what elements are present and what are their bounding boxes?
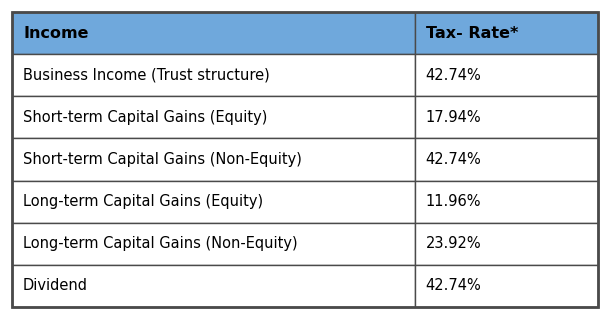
- Bar: [12, 12, 415, 54]
- Bar: [12, 181, 415, 223]
- Text: Dividend: Dividend: [23, 278, 88, 293]
- Bar: [12, 138, 415, 181]
- Bar: [415, 12, 598, 54]
- Text: 17.94%: 17.94%: [426, 110, 481, 125]
- Text: Short-term Capital Gains (Non-Equity): Short-term Capital Gains (Non-Equity): [23, 152, 302, 167]
- Text: Tax- Rate*: Tax- Rate*: [426, 26, 518, 41]
- Bar: [415, 223, 598, 265]
- Bar: [12, 96, 415, 138]
- Text: 42.74%: 42.74%: [426, 278, 481, 293]
- Text: Short-term Capital Gains (Equity): Short-term Capital Gains (Equity): [23, 110, 267, 125]
- Bar: [415, 96, 598, 138]
- Bar: [415, 54, 598, 96]
- Text: Income: Income: [23, 26, 88, 41]
- Bar: [415, 138, 598, 181]
- Bar: [415, 181, 598, 223]
- Bar: [415, 265, 598, 307]
- Text: 11.96%: 11.96%: [426, 194, 481, 209]
- Bar: [12, 265, 415, 307]
- Text: Long-term Capital Gains (Equity): Long-term Capital Gains (Equity): [23, 194, 263, 209]
- Text: 42.74%: 42.74%: [426, 152, 481, 167]
- Text: Long-term Capital Gains (Non-Equity): Long-term Capital Gains (Non-Equity): [23, 236, 298, 251]
- Text: 23.92%: 23.92%: [426, 236, 481, 251]
- Bar: [12, 54, 415, 96]
- Bar: [12, 223, 415, 265]
- Text: Business Income (Trust structure): Business Income (Trust structure): [23, 68, 270, 83]
- Text: 42.74%: 42.74%: [426, 68, 481, 83]
